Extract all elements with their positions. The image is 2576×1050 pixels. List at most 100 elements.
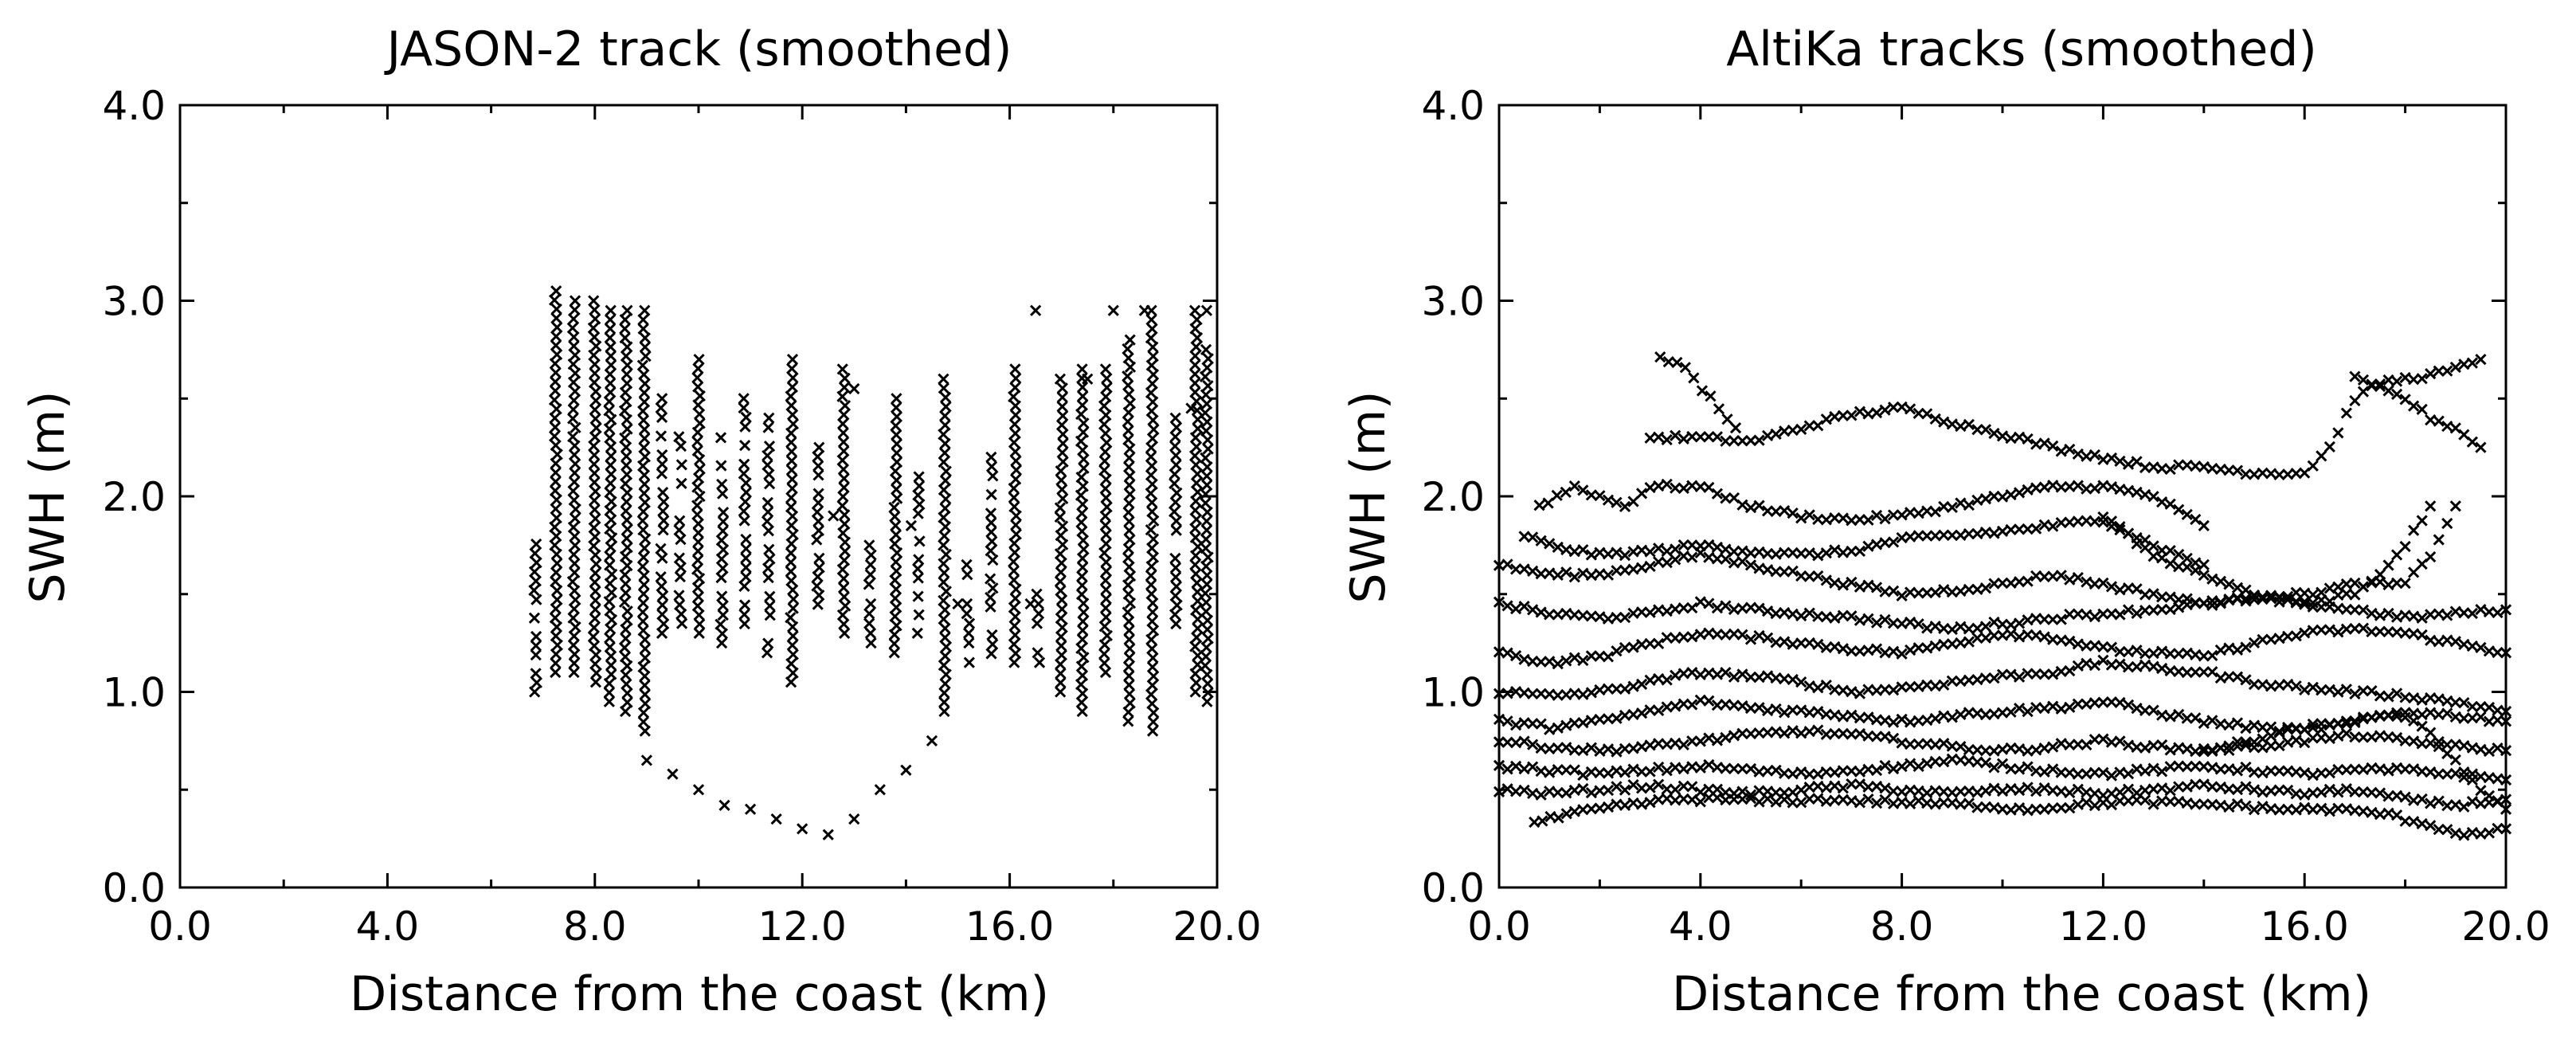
data-point-1284 [1812, 793, 1824, 805]
data-point-1416 [2198, 569, 2210, 582]
data-point-545 [1670, 632, 1681, 644]
data-point-310 [675, 459, 687, 471]
data-point-1239 [2416, 793, 2428, 805]
data-point-870 [1189, 558, 1201, 571]
data-point-1251 [1537, 815, 1548, 827]
data-point-1051 [1854, 766, 1866, 778]
data-point-790 [1148, 707, 1160, 719]
data-point-187 [621, 696, 633, 708]
data-point-1420 [2231, 582, 2244, 594]
data-point-1106 [2316, 767, 2327, 779]
data-point-1017 [1568, 764, 1580, 776]
data-point-1078 [2081, 768, 2093, 780]
data-point-525 [913, 609, 925, 621]
data-point-263 [1996, 525, 2009, 537]
data-point-980 [2273, 739, 2285, 752]
plot-frame [178, 104, 1219, 889]
data-point-935 [1896, 737, 1908, 749]
data-point-258 [1955, 529, 1967, 541]
data-point-672 [1720, 667, 1732, 679]
data-point-108 [1721, 413, 1733, 425]
data-point-1226 [2307, 787, 2319, 799]
data-point-518 [2458, 607, 2470, 619]
data-point-547 [1686, 631, 1698, 643]
data-point-308 [674, 515, 686, 527]
data-point-576 [1929, 640, 1941, 652]
data-point-588 [2030, 629, 2042, 641]
data-point-298 [656, 393, 668, 405]
data-point-1276 [1744, 792, 1757, 805]
data-point-655 [1056, 520, 1069, 532]
data-point-717 [1100, 611, 1112, 623]
data-point-758 [2441, 695, 2453, 707]
data-point-321 [1770, 566, 1782, 578]
data-point-751 [1122, 660, 1135, 673]
y-tick-label: 1.0 [1421, 670, 1485, 716]
data-point-53 [2089, 449, 2100, 461]
data-point-873 [2390, 707, 2403, 719]
data-point-941 [1946, 740, 1958, 752]
data-point-1415 [2190, 564, 2202, 577]
data-point-362 [2114, 584, 2126, 596]
data-point-96 [2449, 361, 2461, 374]
data-point-33 [1921, 408, 1933, 420]
data-point-704 [1988, 672, 2000, 684]
data-point-399 [2425, 550, 2437, 563]
data-point-950 [926, 735, 938, 746]
data-point-1431 [2323, 595, 2335, 607]
data-point-603 [1009, 611, 1021, 623]
data-point-298 [1577, 567, 1589, 579]
data-point-309 [675, 477, 687, 489]
data-point-1353 [2390, 809, 2403, 821]
data-point-335 [691, 426, 704, 438]
data-point-1326 [2164, 795, 2176, 808]
data-point-911 [1694, 735, 1706, 747]
data-point-118 [2416, 403, 2428, 415]
data-point-1221 [2265, 785, 2277, 797]
data-point-329 [1837, 579, 1849, 591]
data-point-198 [618, 596, 631, 608]
data-point-41 [1988, 427, 2000, 440]
data-point-663 [1056, 447, 1068, 459]
data-point-389 [762, 562, 774, 574]
y-tick-label: 1.0 [102, 670, 166, 716]
data-point-423 [1661, 605, 1673, 617]
data-point-835 [2072, 698, 2084, 710]
data-point-28 [1879, 404, 1891, 416]
data-point-724 [2156, 662, 2168, 675]
data-point-787 [1670, 700, 1681, 712]
data-point-1404 [2097, 511, 2109, 523]
data-point-368 [740, 552, 752, 564]
data-point-1412 [2164, 558, 2176, 570]
data-point-988 [2340, 727, 2352, 739]
data-point-1032 [1694, 762, 1706, 774]
data-point-351 [2022, 575, 2034, 587]
data-point-161 [604, 523, 616, 535]
data-point-388 [2332, 581, 2344, 593]
data-point-805 [1145, 570, 1157, 582]
data-point-284 [655, 571, 667, 583]
data-point-53 [550, 312, 562, 324]
data-point-866 [1192, 595, 1204, 607]
data-point-593 [985, 507, 997, 519]
data-point-471 [2064, 608, 2076, 621]
data-point-825 [1988, 708, 2000, 720]
data-point-939 [1929, 739, 1941, 750]
data-point-14 [1761, 429, 1774, 442]
data-point-481 [836, 390, 848, 402]
data-point-167 [1879, 513, 1891, 525]
data-point-459 [838, 591, 850, 603]
data-point-402 [763, 412, 775, 424]
data-point-1351 [2374, 809, 2386, 821]
data-point-1093 [2206, 762, 2218, 774]
data-point-57 [2122, 458, 2135, 470]
data-point-209 [621, 496, 632, 508]
data-point-899 [1594, 745, 1606, 757]
data-point-92 [2416, 373, 2428, 385]
data-point-468 [2038, 613, 2050, 625]
data-point-356 [2064, 574, 2076, 586]
data-point-508 [890, 529, 902, 541]
data-point-730 [1100, 492, 1112, 503]
data-point-955 [1185, 402, 1197, 414]
data-point-549 [940, 586, 952, 597]
